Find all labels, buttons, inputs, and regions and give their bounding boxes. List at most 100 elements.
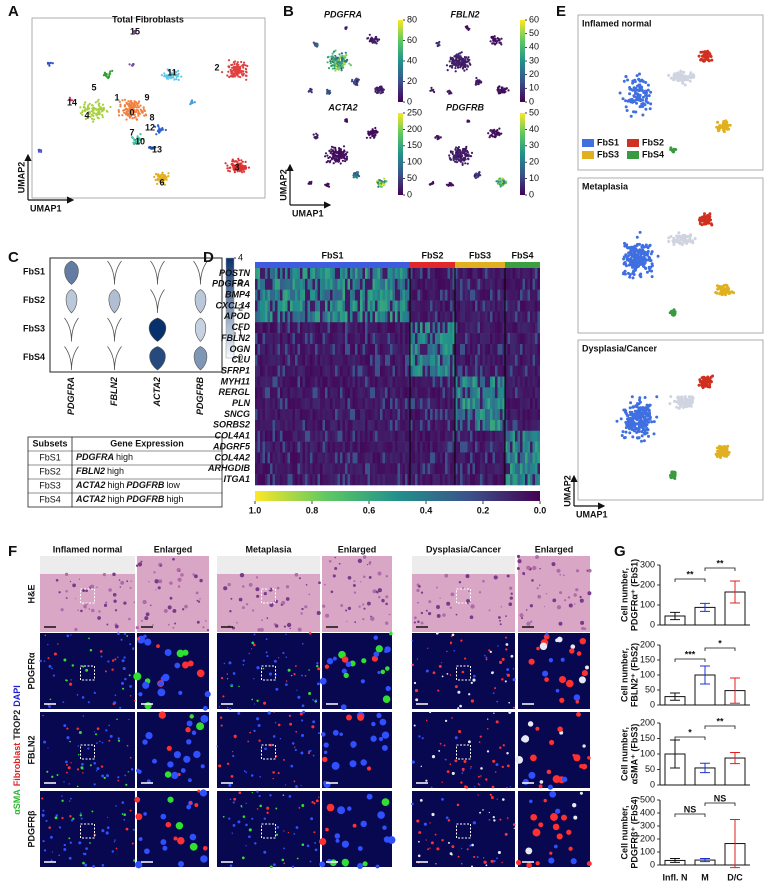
- heatmap-cell: [257, 354, 261, 366]
- heatmap-cell: [470, 268, 473, 280]
- cell-dot: [683, 234, 687, 237]
- heatmap-cell: [432, 398, 436, 410]
- cell-dot: [450, 62, 454, 65]
- cell-dot: [341, 60, 344, 63]
- heatmap-cell: [385, 376, 388, 388]
- heatmap-cell: [272, 376, 276, 388]
- cell-dot: [507, 89, 510, 92]
- heatmap-cell: [420, 322, 423, 334]
- heatmap-cell: [482, 278, 486, 290]
- heatmap-cell: [482, 300, 486, 312]
- heatmap-cell: [392, 354, 396, 366]
- heatmap-cell: [500, 419, 503, 432]
- gene-label: ACTA2: [152, 377, 162, 407]
- heatmap-cell: [270, 311, 273, 323]
- heatmap-cell: [290, 268, 293, 280]
- heatmap-cell: [295, 278, 298, 290]
- heatmap-cell: [490, 322, 493, 334]
- cell-dot: [500, 88, 503, 91]
- cell-dot: [374, 126, 377, 130]
- cell-dot: [137, 111, 140, 114]
- cell-dot: [649, 252, 653, 256]
- cell-dot: [241, 74, 244, 77]
- heatmap-cell: [417, 419, 421, 432]
- heatmap-cell: [282, 398, 286, 410]
- cell-dot: [97, 117, 100, 120]
- heatmap-cell: [450, 409, 453, 421]
- heatmap-cell: [427, 398, 431, 410]
- heatmap-cell: [327, 354, 331, 366]
- heatmap-cell: [507, 289, 511, 301]
- cell-dot: [232, 160, 235, 163]
- cell-dot: [97, 98, 100, 101]
- cell-dot: [638, 93, 642, 97]
- heatmap-cell: [380, 409, 383, 421]
- heatmap-cell: [342, 398, 346, 410]
- cell-dot: [457, 60, 460, 63]
- cell-dot: [642, 408, 646, 412]
- heatmap-cell: [462, 343, 466, 356]
- heatmap-cell: [330, 365, 333, 377]
- heatmap-cell: [340, 289, 343, 301]
- cell-dot: [128, 111, 131, 114]
- heatmap-cell: [425, 278, 428, 290]
- heatmap-cell: [400, 311, 403, 323]
- cell-dot: [139, 108, 142, 111]
- heatmap-cell: [385, 398, 388, 410]
- heatmap-cell: [317, 419, 321, 432]
- heatmap-cell: [255, 398, 258, 410]
- heatmap-cell: [462, 268, 466, 280]
- group-bar: [505, 262, 540, 268]
- heatmap-cell: [512, 354, 516, 366]
- gene-title: PDGFRA: [324, 9, 362, 19]
- heatmap-cell: [417, 354, 421, 366]
- heatmap-cell: [292, 322, 296, 334]
- heatmap-cell: [395, 430, 398, 442]
- heatmap-cell: [345, 333, 348, 345]
- heatmap-cell: [532, 289, 536, 301]
- heatmap-cell: [495, 365, 498, 377]
- heatmap-cell: [277, 376, 281, 388]
- heatmap-cell: [270, 300, 273, 312]
- heatmap-cell: [305, 430, 308, 442]
- heatmap-cell: [372, 398, 376, 410]
- cell-dot: [128, 105, 131, 108]
- group-label: FbS4: [511, 250, 533, 260]
- cell-dot: [648, 414, 652, 418]
- heatmap-cell: [412, 398, 416, 410]
- heatmap-cell: [457, 268, 461, 280]
- cell-dot: [467, 60, 470, 63]
- heatmap-cell: [475, 289, 478, 301]
- cell-dot: [334, 151, 337, 154]
- heatmap-cell: [362, 311, 366, 323]
- heatmap-cell: [300, 289, 303, 301]
- cell-dot: [101, 103, 105, 106]
- heatmap-cell: [442, 289, 446, 301]
- cell-dot: [723, 287, 727, 291]
- cell-dot: [131, 136, 134, 139]
- heatmap-cell: [292, 365, 296, 377]
- cell-dot: [235, 168, 238, 171]
- heatmap-cell: [405, 419, 408, 432]
- heatmap-cell: [375, 289, 378, 301]
- heatmap-cell: [485, 398, 488, 410]
- heatmap-cell: [390, 398, 393, 410]
- heatmap-cell: [302, 322, 306, 334]
- cell-dot: [326, 56, 329, 59]
- heatmap-cell: [465, 289, 468, 301]
- cell-dot: [706, 55, 710, 59]
- heatmap-cell: [322, 419, 326, 432]
- gene-label: SNCG: [224, 409, 250, 419]
- heatmap-cell: [430, 343, 433, 356]
- heatmap-cell: [517, 419, 521, 432]
- cell-dot: [637, 427, 641, 431]
- heatmap-cell: [382, 365, 386, 377]
- heatmap-cell: [280, 354, 283, 366]
- heatmap-cell: [492, 322, 496, 334]
- cell-dot: [91, 104, 94, 107]
- heatmap-cell: [480, 409, 483, 421]
- heatmap-cell: [310, 419, 313, 432]
- heatmap-cell: [297, 419, 301, 432]
- heatmap-cell: [412, 376, 416, 388]
- heatmap-cell: [362, 343, 366, 356]
